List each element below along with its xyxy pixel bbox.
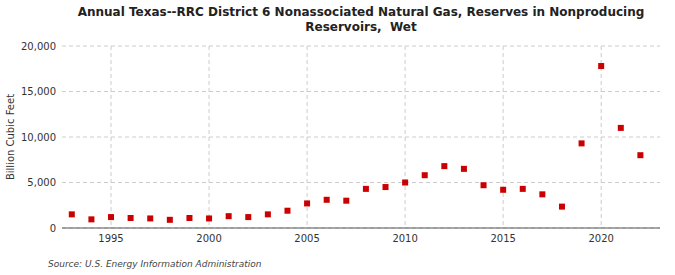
y-tick-label: 20,000 bbox=[21, 41, 56, 52]
y-tick-label: 5,000 bbox=[27, 177, 56, 188]
x-tick-label: 2015 bbox=[490, 233, 515, 244]
point bbox=[383, 184, 389, 190]
point bbox=[147, 215, 153, 221]
x-grid-line bbox=[601, 46, 602, 228]
point bbox=[520, 186, 526, 192]
point bbox=[128, 215, 134, 221]
point bbox=[402, 180, 408, 186]
point bbox=[265, 211, 271, 217]
y-axis-label: Billion Cubic Feet bbox=[5, 94, 16, 180]
point bbox=[324, 197, 330, 203]
point bbox=[304, 200, 310, 206]
grid bbox=[62, 46, 660, 228]
point bbox=[363, 186, 369, 192]
point bbox=[422, 172, 428, 178]
point bbox=[637, 152, 643, 158]
x-tick-label: 2005 bbox=[294, 233, 319, 244]
point bbox=[500, 187, 506, 193]
title-line: Annual Texas--RRC District 6 Nonassociat… bbox=[78, 5, 645, 19]
point bbox=[598, 63, 604, 69]
y-tick-label: 0 bbox=[50, 223, 56, 234]
y-tick-label: 15,000 bbox=[21, 86, 56, 97]
point bbox=[226, 213, 232, 219]
point bbox=[579, 140, 585, 146]
source: Source: U.S. Energy Information Administ… bbox=[48, 259, 262, 269]
x-tick-label: 2020 bbox=[588, 233, 613, 244]
y-grid-line bbox=[62, 228, 660, 229]
tick-labels: 0 5,000 10,000 15,000 20,000 1995 2000 2005 2010… bbox=[21, 41, 614, 245]
point bbox=[481, 182, 487, 188]
point bbox=[461, 166, 467, 172]
point bbox=[618, 125, 624, 131]
points bbox=[69, 63, 644, 223]
point bbox=[88, 216, 94, 222]
point bbox=[441, 163, 447, 169]
title-line: Reservoirs, Wet bbox=[305, 20, 417, 34]
y-grid-line bbox=[62, 46, 660, 47]
y-tick-label: 10,000 bbox=[21, 132, 56, 143]
point bbox=[284, 208, 290, 214]
point bbox=[167, 217, 173, 223]
y-grid-line bbox=[62, 182, 660, 183]
x-tick-label: 1995 bbox=[98, 233, 123, 244]
x-grid-line bbox=[111, 46, 112, 228]
title: Annual Texas--RRC District 6 Nonassociat… bbox=[78, 5, 645, 34]
point bbox=[186, 215, 192, 221]
chart: Annual Texas--RRC District 6 Nonassociat… bbox=[0, 0, 675, 275]
y-grid-line bbox=[62, 91, 660, 92]
point bbox=[108, 214, 114, 220]
x-axis-line bbox=[62, 228, 660, 229]
point bbox=[69, 211, 75, 217]
x-grid-line bbox=[503, 46, 504, 228]
x-tick-label: 2010 bbox=[392, 233, 417, 244]
x-tick-label: 2000 bbox=[196, 233, 221, 244]
point bbox=[343, 198, 349, 204]
point bbox=[559, 204, 565, 210]
point bbox=[245, 214, 251, 220]
y-grid-line bbox=[62, 137, 660, 138]
point bbox=[206, 215, 212, 221]
x-grid-line bbox=[405, 46, 406, 228]
point bbox=[539, 191, 545, 197]
x-grid-line bbox=[209, 46, 210, 228]
